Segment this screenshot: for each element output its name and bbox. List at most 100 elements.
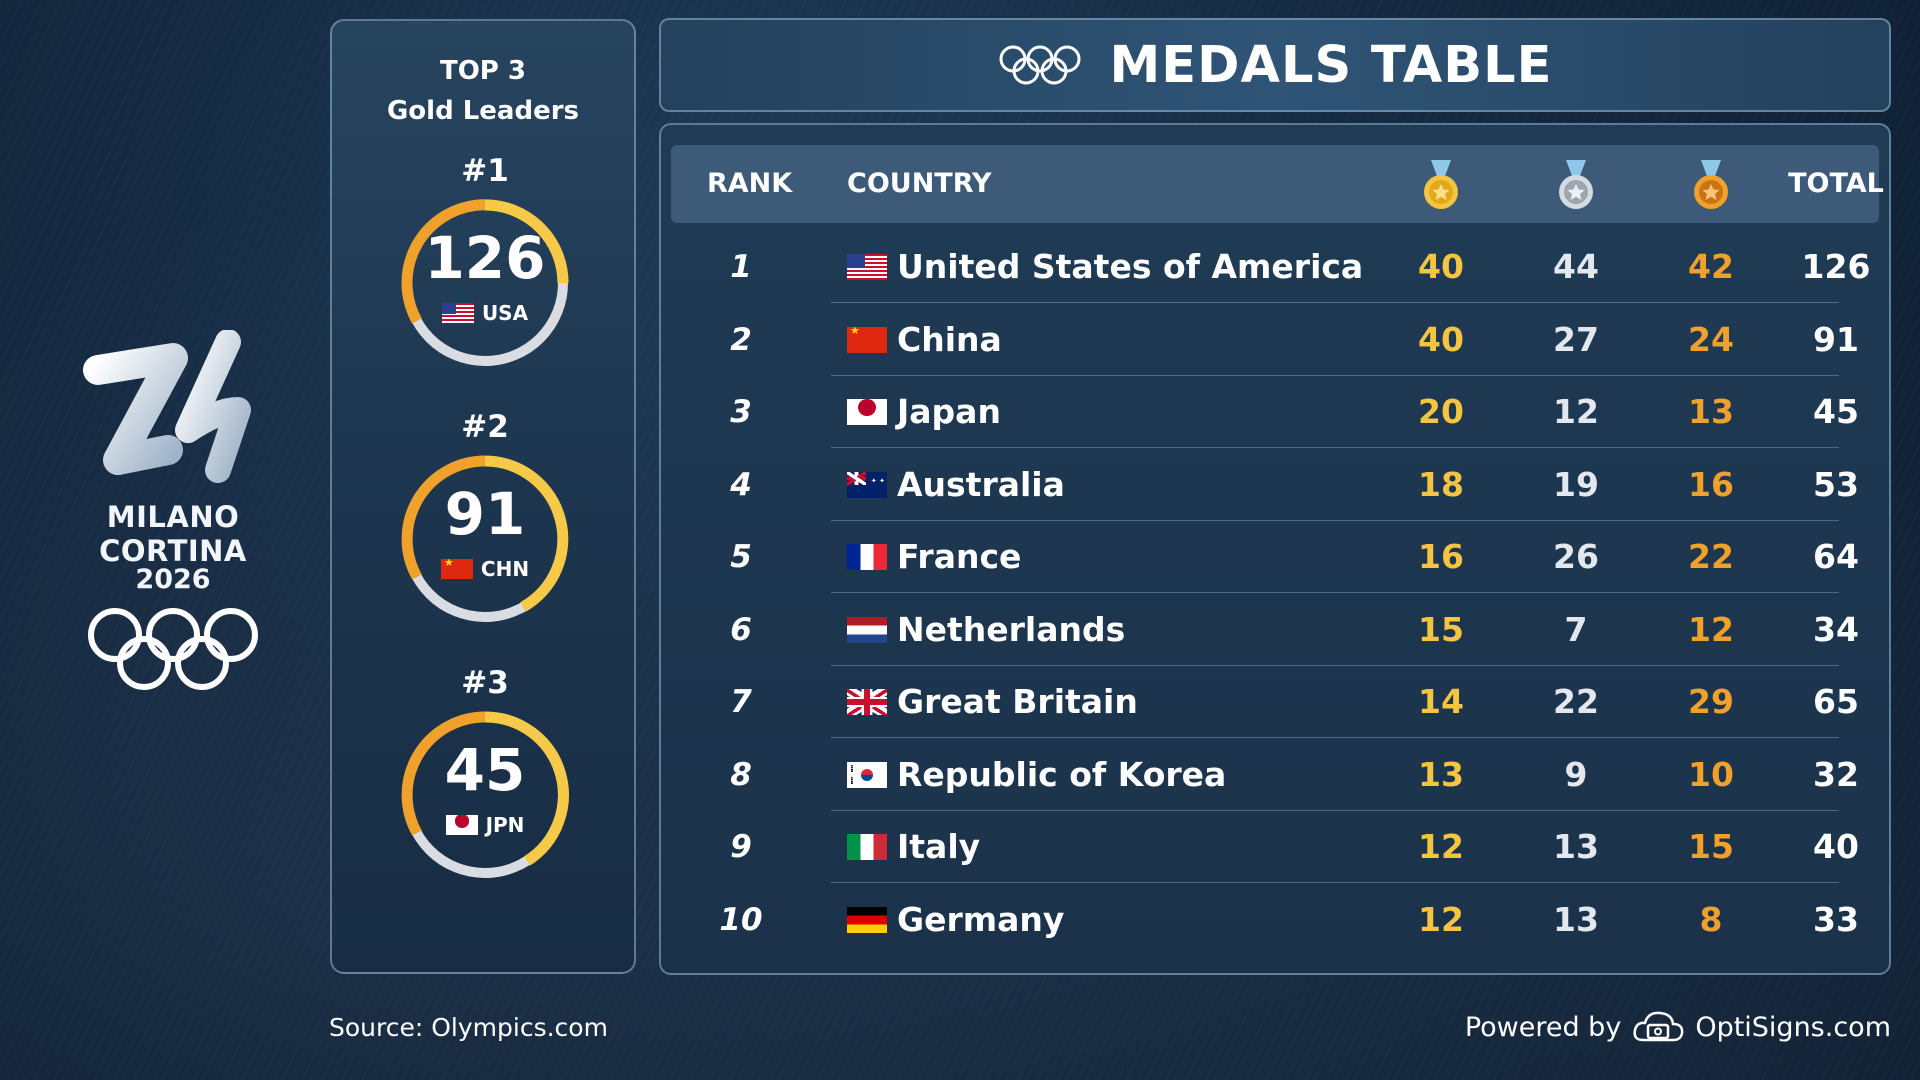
row-gold: 12	[1418, 827, 1464, 866]
table-row: 5 France 16 26 22 64	[671, 521, 1879, 593]
row-rank: 6	[730, 611, 752, 648]
row-country-name: Australia	[897, 464, 1065, 504]
games-emblem-icon	[83, 329, 251, 483]
row-rank: 3	[730, 394, 752, 430]
logo-name: MILANO CORTINA	[99, 500, 247, 568]
table-row: 2 China 40 27 24 91	[671, 304, 1879, 376]
milano-cortina-logo: MILANO CORTINA 2026	[28, 329, 318, 695]
row-country: Great Britain	[847, 666, 1138, 738]
leader-total: 126	[424, 224, 546, 292]
row-divider	[831, 664, 1839, 666]
row-rank: 5	[730, 539, 752, 575]
leader-ring: 45 JPN	[397, 707, 573, 883]
ring-graphic	[401, 455, 569, 622]
australia-flag-icon	[847, 471, 887, 498]
leader-card: #1 126 USA	[332, 153, 638, 371]
table-row: 3 Japan 20 12 13 45	[671, 376, 1879, 448]
row-silver: 13	[1553, 899, 1599, 939]
header-country: COUNTRY	[847, 168, 992, 199]
row-gold: 18	[1418, 464, 1464, 504]
leader-country: USA	[397, 301, 573, 325]
leader-rank: #2	[461, 409, 509, 445]
brand-name: OptiSigns.com	[1695, 1011, 1891, 1043]
row-silver: 9	[1564, 754, 1588, 794]
table-row: 9 Italy 12 13 15 40	[671, 811, 1879, 883]
italy-flag-icon	[847, 834, 887, 860]
page-title: MEDALS TABLE	[1109, 35, 1553, 95]
table-row: 8 Republic of Korea 13 9 10 32	[671, 739, 1879, 811]
row-gold: 40	[1418, 319, 1464, 359]
usa-flag-icon	[847, 254, 887, 280]
row-silver: 26	[1553, 537, 1599, 576]
row-gold: 13	[1418, 754, 1464, 794]
row-total: 64	[1813, 537, 1859, 576]
leader-total: 91	[444, 480, 526, 548]
row-total: 34	[1813, 609, 1859, 649]
row-country-name: France	[897, 537, 1022, 576]
row-country: Italy	[847, 811, 980, 883]
header-total: TOTAL	[1788, 168, 1884, 199]
leader-code: CHN	[480, 557, 530, 581]
row-rank: 2	[730, 321, 752, 358]
china-flag-icon	[440, 559, 473, 579]
row-divider	[831, 737, 1839, 738]
row-silver: 13	[1553, 827, 1599, 866]
japan-flag-icon	[445, 815, 478, 835]
row-total: 32	[1813, 754, 1859, 794]
ring-graphic	[401, 711, 569, 878]
row-total: 40	[1813, 827, 1859, 866]
france-flag-icon	[847, 544, 887, 570]
row-country-name: Republic of Korea	[897, 754, 1227, 794]
row-total: 126	[1801, 247, 1871, 286]
leader-total: 45	[444, 736, 526, 804]
row-country-name: China	[897, 319, 1002, 359]
row-divider	[831, 519, 1839, 521]
row-total: 65	[1813, 682, 1859, 721]
olympic-rings-icon	[88, 608, 258, 690]
row-total: 91	[1813, 319, 1859, 359]
row-country-name: Great Britain	[897, 682, 1138, 721]
table-row: 1 United States of America 40 44 42 126	[671, 231, 1879, 303]
row-divider	[831, 882, 1839, 883]
row-bronze: 13	[1688, 392, 1734, 431]
row-country: Germany	[847, 884, 1064, 956]
row-rank: 1	[730, 249, 752, 285]
row-silver: 22	[1553, 682, 1599, 721]
row-bronze: 42	[1688, 247, 1734, 286]
leader-ring: 126 USA	[397, 195, 573, 371]
row-silver: 27	[1553, 319, 1599, 359]
row-country: Australia	[847, 449, 1065, 521]
row-bronze: 12	[1688, 609, 1734, 649]
row-bronze: 24	[1688, 319, 1734, 359]
table-row: 10 Germany 12 13 8 33	[671, 884, 1879, 956]
row-bronze: 29	[1688, 682, 1734, 721]
row-country: France	[847, 521, 1021, 593]
row-silver: 19	[1553, 464, 1599, 504]
row-gold: 12	[1418, 899, 1464, 939]
row-rank: 8	[730, 756, 752, 793]
row-country: Republic of Korea	[847, 739, 1226, 811]
medals-table: RANK COUNTRY TOTAL 1 United States of Ame…	[659, 123, 1891, 975]
ring-graphic	[401, 199, 569, 366]
row-silver: 12	[1553, 392, 1599, 431]
row-divider	[831, 809, 1839, 811]
row-gold: 20	[1418, 392, 1464, 431]
leader-card: #3 45 JPN	[332, 665, 638, 883]
row-bronze: 16	[1688, 464, 1734, 504]
row-bronze: 8	[1699, 899, 1723, 939]
row-country-name: United States of America	[897, 247, 1364, 286]
row-total: 53	[1813, 464, 1859, 504]
leader-code: JPN	[485, 813, 525, 837]
row-rank: 7	[730, 684, 752, 720]
row-bronze: 22	[1688, 537, 1734, 576]
row-country: Japan	[847, 376, 1001, 448]
leader-code: USA	[481, 301, 529, 325]
top3-heading: TOP 3 Gold Leaders	[332, 51, 634, 131]
japan-flag-icon	[847, 399, 887, 425]
row-silver: 44	[1553, 247, 1599, 286]
olympic-rings-icon	[999, 45, 1081, 85]
row-country: United States of America	[847, 231, 1363, 303]
top3-title: TOP 3	[439, 56, 527, 86]
leader-card: #2 91 CHN	[332, 409, 638, 627]
row-gold: 16	[1418, 537, 1464, 576]
